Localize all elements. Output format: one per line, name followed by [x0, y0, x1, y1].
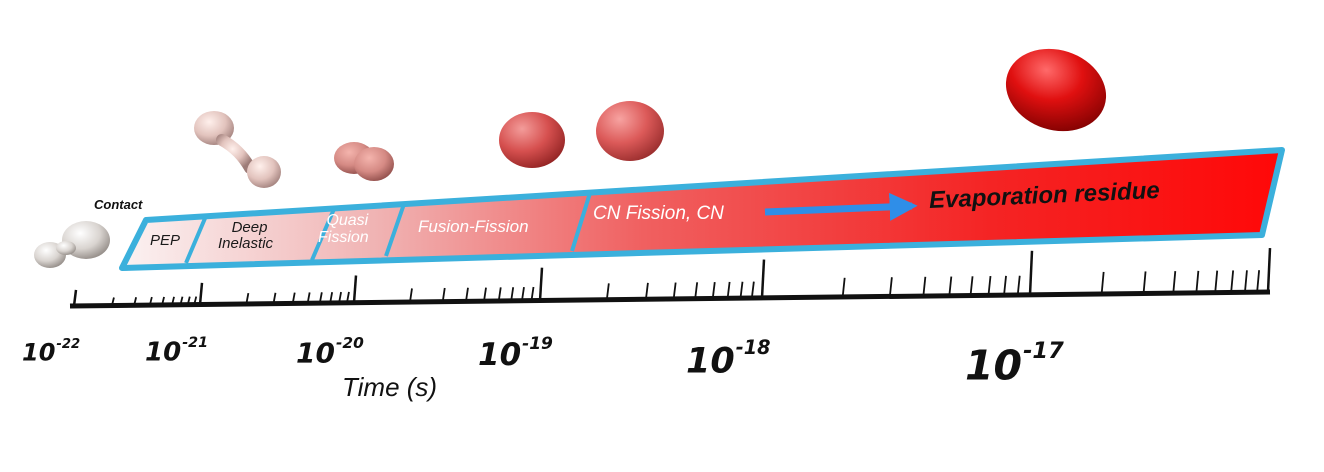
minor-tick — [1195, 270, 1200, 293]
minor-tick — [409, 288, 413, 303]
minor-tick — [179, 296, 184, 305]
cn-evolution-arrow — [764, 192, 918, 221]
minor-tick — [245, 292, 250, 305]
minor-tick — [750, 281, 755, 299]
minor-tick — [645, 282, 649, 300]
minor-tick — [987, 275, 992, 296]
minor-tick — [1142, 271, 1147, 294]
minor-tick — [483, 287, 487, 302]
major-tick — [1028, 250, 1034, 295]
nucleus-fusion-fission-shape — [499, 112, 565, 168]
minor-tick — [193, 296, 198, 305]
minor-tick — [510, 287, 515, 301]
minor-tick — [111, 297, 115, 306]
minor-tick — [291, 292, 296, 304]
band-label-quasi-fission: Quasi Fission — [318, 212, 369, 246]
band-label-fusion-fission: Fusion-Fission — [418, 217, 529, 236]
minor-tick — [530, 286, 535, 301]
nucleus-contact-shape — [34, 221, 110, 268]
minor-tick — [948, 276, 953, 296]
minor-tick — [726, 281, 731, 299]
minor-tick — [1003, 275, 1007, 296]
minor-tick — [605, 283, 610, 300]
nucleus-deep-inelastic-shape — [194, 111, 281, 188]
minor-tick — [441, 287, 446, 302]
minor-tick — [148, 296, 153, 306]
tick-label-1e-20: 10-20 — [296, 334, 364, 370]
nucleus-evaporation-residue-shape — [1005, 48, 1107, 132]
minor-tick — [711, 281, 716, 299]
minor-tick — [171, 296, 175, 306]
major-tick — [352, 275, 358, 303]
minor-tick — [1214, 270, 1219, 293]
tick-label-1e-18: 10-18 — [686, 336, 771, 382]
minor-tick — [694, 282, 699, 299]
minor-tick — [739, 281, 744, 299]
minor-tick — [133, 297, 137, 306]
minor-tick — [346, 291, 350, 303]
contact-label: Contact — [94, 197, 143, 212]
timeline-band — [119, 147, 1285, 271]
minor-tick — [672, 282, 677, 300]
minor-tick — [1172, 271, 1177, 294]
nucleus-cn-shape — [596, 101, 664, 161]
minor-tick — [329, 292, 334, 304]
band-label-pep: PEP — [150, 232, 181, 249]
tick-label-1e-21: 10-21 — [145, 335, 209, 368]
major-tick — [760, 259, 766, 298]
minor-tick — [186, 296, 191, 305]
minor-tick — [841, 277, 846, 298]
major-tick — [198, 282, 204, 305]
minor-tick — [338, 291, 342, 304]
time-axis — [69, 247, 1272, 309]
major-tick — [1266, 247, 1272, 293]
tick-label-1e-22: 10-22 — [22, 337, 81, 367]
nucleus-quasi-fission-shape — [334, 142, 394, 181]
band-label-cn-fission: CN Fission, CN — [593, 203, 724, 224]
band-label-deep-inelastic: Deep Inelastic — [218, 219, 274, 252]
minor-tick — [272, 292, 277, 304]
minor-tick — [922, 276, 927, 297]
minor-tick — [1256, 270, 1261, 293]
minor-tick — [1016, 275, 1021, 296]
minor-tick — [465, 287, 469, 302]
major-tick — [538, 267, 544, 301]
band-dividers — [184, 192, 592, 264]
axis-title: Time (s) — [342, 372, 438, 402]
tick-label-1e-17: 10-17 — [965, 338, 1064, 390]
minor-tick — [1230, 270, 1235, 293]
minor-tick — [888, 277, 893, 297]
minor-tick — [969, 276, 974, 296]
major-tick — [72, 289, 78, 307]
minor-tick — [306, 292, 311, 304]
minor-tick — [1244, 270, 1248, 293]
minor-tick — [497, 287, 502, 302]
minor-tick — [161, 296, 165, 306]
minor-tick — [318, 292, 323, 304]
tick-label-1e-19: 10-19 — [478, 334, 553, 374]
minor-tick — [521, 286, 525, 301]
minor-tick — [1100, 271, 1105, 295]
